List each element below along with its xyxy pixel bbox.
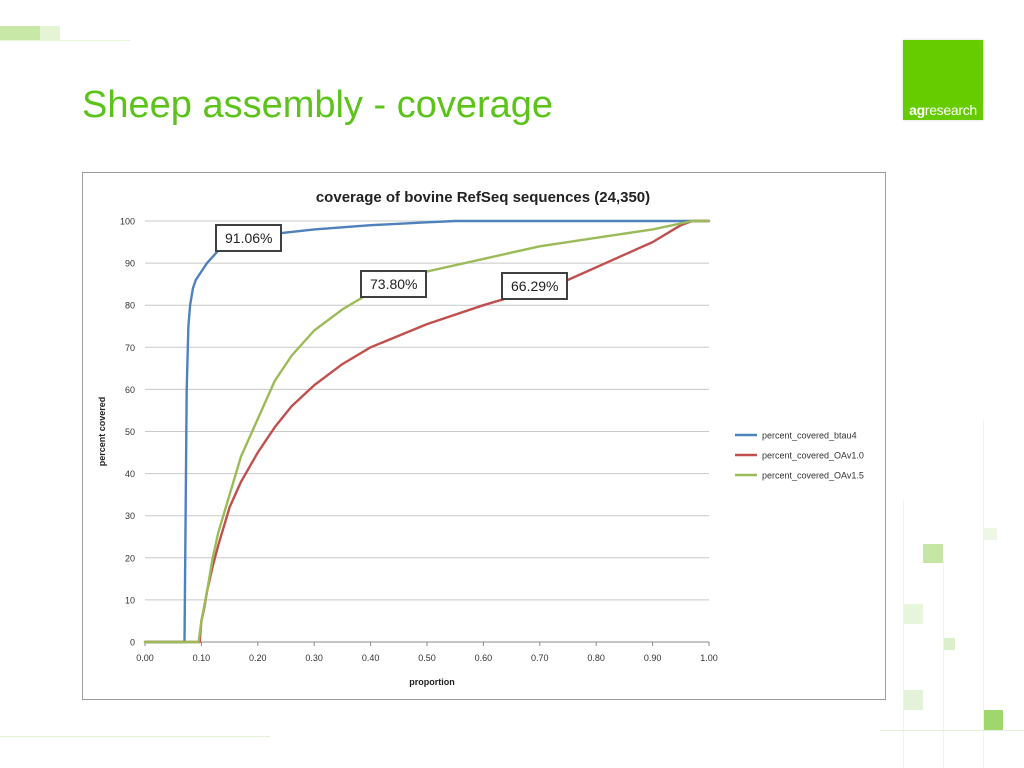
right-decoration-4 <box>903 690 923 710</box>
x-tick-label: 0.80 <box>587 653 605 663</box>
legend-entry: percent_covered_OAv1.0 <box>762 451 864 461</box>
x-tick-label: 0.30 <box>305 653 323 663</box>
right-vertical-line-3 <box>983 420 984 768</box>
callout-oav15: 73.80% <box>360 270 428 298</box>
right-vertical-line-1 <box>903 500 904 768</box>
x-tick-label: 1.00 <box>700 653 718 663</box>
right-decoration-5 <box>983 710 1003 730</box>
right-decoration-1 <box>923 544 943 563</box>
y-tick-label: 10 <box>125 595 135 605</box>
logo-text: agresearch <box>903 102 983 118</box>
logo-text-rest: research <box>924 102 977 118</box>
y-tick-label: 80 <box>125 301 135 311</box>
y-tick-label: 70 <box>125 343 135 353</box>
chart-frame: 0 10 20 30 40 50 60 70 80 90 100 0.00 0.10 0.20 0.30 0.… <box>82 172 886 700</box>
right-decoration-3 <box>943 638 955 650</box>
series-line-0 <box>143 219 711 644</box>
y-tick-label: 0 <box>130 638 135 648</box>
x-tick-label: 0.40 <box>362 653 380 663</box>
y-tick-label: 20 <box>125 553 135 563</box>
bottom-right-line <box>880 730 1024 731</box>
callout-btau4: 91.06% <box>215 224 283 252</box>
x-tick-label: 0.90 <box>644 653 662 663</box>
x-tick-label: 0.70 <box>531 653 549 663</box>
chart-title: coverage of bovine RefSeq sequences (24,… <box>316 189 650 206</box>
y-tick-label: 50 <box>125 427 135 437</box>
x-axis-label: proportion <box>409 677 455 687</box>
x-tick-label: 0.10 <box>193 653 211 663</box>
y-axis-label: percent covered <box>97 397 107 467</box>
agresearch-logo: agresearch <box>903 40 983 120</box>
y-tick-label: 90 <box>125 259 135 269</box>
top-left-decoration <box>0 26 40 40</box>
right-decoration-2 <box>903 604 923 624</box>
top-left-decoration-light <box>40 26 60 40</box>
x-tick-label: 0.00 <box>136 653 154 663</box>
series-line-2 <box>143 219 711 644</box>
x-tick-label: 0.60 <box>475 653 493 663</box>
top-left-line <box>0 40 130 41</box>
right-decoration-6 <box>983 528 997 540</box>
callout-oav10: 66.29% <box>501 272 569 300</box>
logo-text-bold: ag <box>909 102 925 118</box>
right-vertical-line-2 <box>943 560 944 768</box>
y-tick-label: 40 <box>125 469 135 479</box>
coverage-chart: 0 10 20 30 40 50 60 70 80 90 100 0.00 0.10 0.20 0.30 0.… <box>97 189 864 687</box>
x-tick-label: 0.20 <box>249 653 267 663</box>
legend-entry: percent_covered_btau4 <box>762 431 857 441</box>
x-tick-label: 0.50 <box>418 653 436 663</box>
legend-entry: percent_covered_OAv1.5 <box>762 471 864 481</box>
slide-title: Sheep assembly - coverage <box>82 84 554 126</box>
y-tick-label: 60 <box>125 385 135 395</box>
y-tick-label: 30 <box>125 511 135 521</box>
bottom-left-line <box>0 736 270 737</box>
y-tick-label: 100 <box>120 217 135 227</box>
